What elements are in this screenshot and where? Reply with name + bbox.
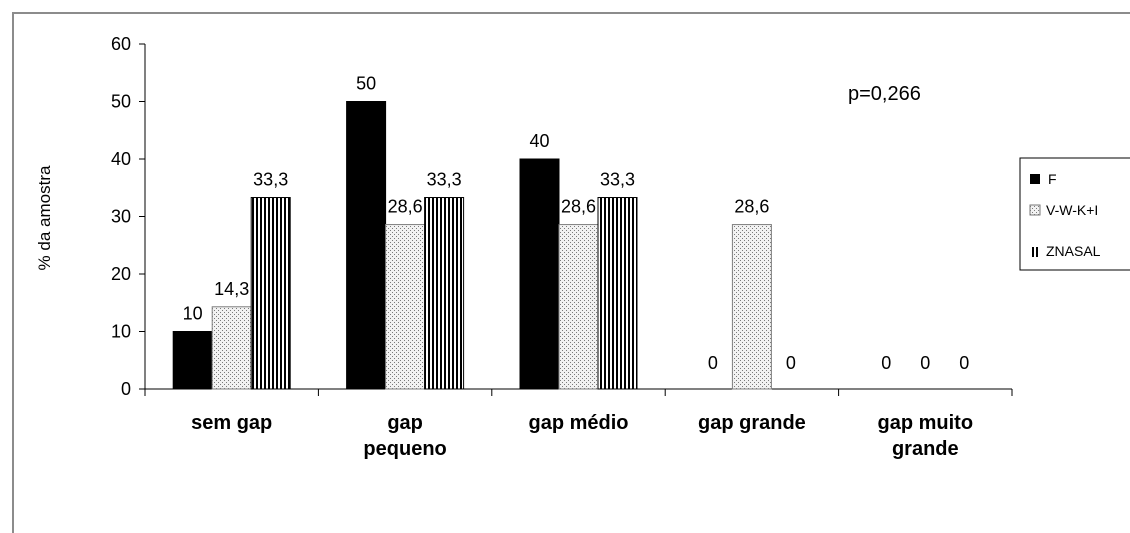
chart-frame bbox=[12, 12, 1130, 533]
category-label: grande bbox=[892, 438, 959, 460]
bar-v-w-k-i-2 bbox=[558, 224, 599, 390]
bar-v-w-k-i-1 bbox=[385, 224, 426, 390]
data-label: 0 bbox=[959, 353, 969, 373]
data-label: 0 bbox=[920, 353, 930, 373]
y-tick-label: 50 bbox=[111, 92, 131, 112]
legend-label-znasal: ZNASAL bbox=[1046, 243, 1101, 259]
data-label: 50 bbox=[356, 74, 376, 94]
bars bbox=[172, 101, 772, 390]
category-label: gap médio bbox=[528, 412, 628, 434]
category-label: gap grande bbox=[698, 412, 806, 434]
category-label: gap muito bbox=[878, 412, 974, 434]
data-label: 28,6 bbox=[734, 197, 769, 217]
y-tick-label: 20 bbox=[111, 264, 131, 284]
y-tick-label: 60 bbox=[111, 34, 131, 54]
category-labels: sem gap gap pequeno gap médio gap grande gap … bbox=[191, 412, 973, 460]
bar-v-w-k-i-3 bbox=[731, 224, 772, 390]
legend-swatch-f bbox=[1030, 174, 1040, 184]
legend-swatch-znasal bbox=[1030, 247, 1040, 257]
bar-znasal-1 bbox=[424, 197, 465, 390]
data-label: 33,3 bbox=[253, 170, 288, 190]
legend-label-f: F bbox=[1048, 171, 1057, 187]
data-label: 0 bbox=[786, 353, 796, 373]
legend: F V-W-K+I ZNASAL bbox=[1019, 157, 1130, 271]
p-value-annotation: p=0,266 bbox=[848, 83, 921, 105]
legend-label-vwki: V-W-K+I bbox=[1046, 202, 1098, 218]
data-label: 33,3 bbox=[600, 170, 635, 190]
y-tick-label: 10 bbox=[111, 322, 131, 342]
bar-v-w-k-i-0 bbox=[211, 306, 252, 390]
data-label: 0 bbox=[708, 353, 718, 373]
y-tick-label: 30 bbox=[111, 207, 131, 227]
legend-swatch-vwki bbox=[1029, 204, 1041, 216]
data-label: 0 bbox=[881, 353, 891, 373]
data-label: 28,6 bbox=[561, 197, 596, 217]
y-tick-label: 40 bbox=[111, 149, 131, 169]
data-label: 10 bbox=[183, 304, 203, 324]
data-label: 28,6 bbox=[388, 197, 423, 217]
bar-f-2 bbox=[519, 158, 560, 390]
data-label: 33,3 bbox=[427, 170, 462, 190]
data-label: 14,3 bbox=[214, 279, 249, 299]
category-label: pequeno bbox=[363, 438, 446, 460]
bar-znasal-0 bbox=[250, 197, 291, 390]
category-label: sem gap bbox=[191, 412, 272, 434]
bar-f-0 bbox=[172, 331, 213, 390]
y-axis-label: % da amostra bbox=[35, 165, 54, 270]
bar-znasal-2 bbox=[597, 197, 638, 390]
data-label: 40 bbox=[529, 131, 549, 151]
bar-f-1 bbox=[346, 101, 387, 390]
y-tick-label: 0 bbox=[121, 379, 131, 399]
category-label: gap bbox=[387, 412, 423, 434]
